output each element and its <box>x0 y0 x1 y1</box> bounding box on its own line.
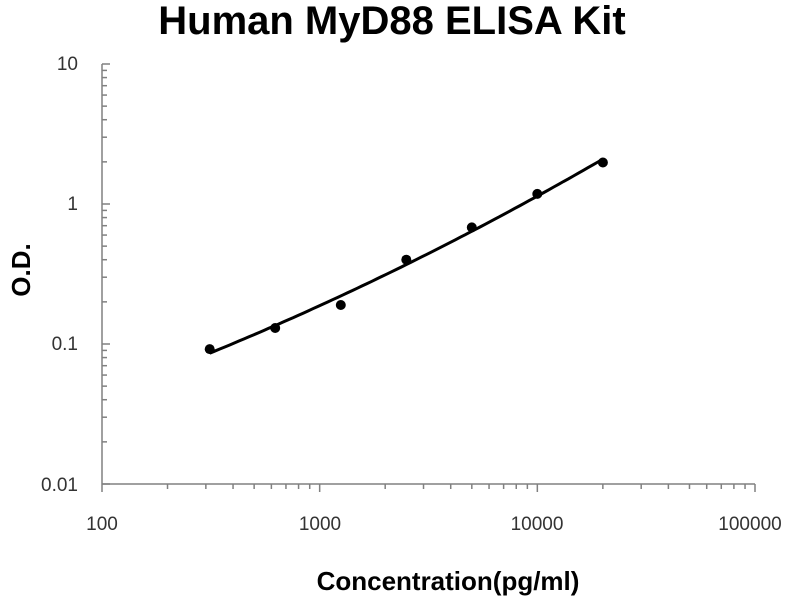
data-points <box>204 157 608 355</box>
chart-title: Human MyD88 ELISA Kit <box>158 0 625 43</box>
data-point <box>532 188 543 199</box>
y-tick-label: 0.1 <box>52 334 78 355</box>
data-point <box>466 222 477 233</box>
y-tick-label: 0.01 <box>41 475 78 496</box>
data-point <box>335 300 346 310</box>
y-axis-title: O.D. <box>6 243 36 296</box>
y-tick-label: 10 <box>57 54 78 75</box>
x-tick-label: 10000 <box>511 514 564 535</box>
x-tick-label: 100000 <box>718 514 781 535</box>
axes <box>101 63 756 492</box>
data-point <box>401 254 412 265</box>
data-point <box>597 157 608 168</box>
x-axis-title: Concentration(pg/ml) <box>317 566 580 596</box>
x-tick-label: 100 <box>86 514 118 535</box>
x-tick-label: 1000 <box>299 514 341 535</box>
y-tick-label: 1 <box>67 194 78 215</box>
data-point <box>270 323 281 333</box>
data-point <box>204 344 215 355</box>
